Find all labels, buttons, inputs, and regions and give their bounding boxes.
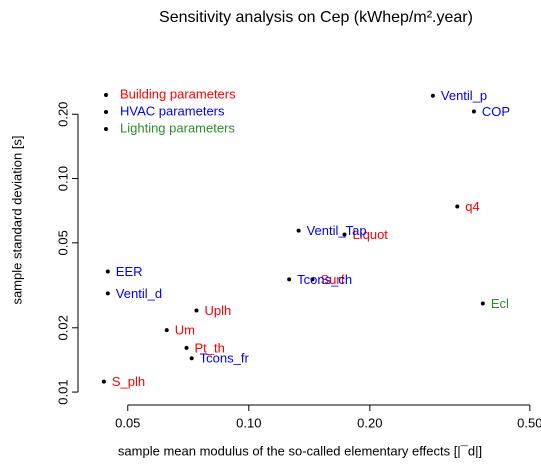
- point: [310, 277, 315, 282]
- point: [287, 277, 292, 282]
- legend-label: Lighting parameters: [120, 120, 235, 135]
- y-tick-label: 0.05: [55, 230, 70, 255]
- point-label: Um: [175, 323, 195, 338]
- point-label: Liquot: [353, 227, 389, 242]
- point: [471, 109, 476, 114]
- point: [105, 269, 110, 274]
- point-label: Pt_th: [195, 340, 225, 355]
- point-label: Uplh: [204, 303, 231, 318]
- point-label: q4: [465, 199, 479, 214]
- point: [189, 356, 194, 361]
- y-tick-label: 0.20: [55, 102, 70, 127]
- legend-marker: [104, 110, 108, 114]
- point: [296, 228, 301, 233]
- point-label: Ventil_d: [116, 286, 162, 301]
- y-tick-label: 0.01: [55, 379, 70, 404]
- legend-marker: [104, 127, 108, 131]
- x-axis-label: sample mean modulus of the so-called ele…: [118, 443, 482, 458]
- point: [194, 308, 199, 313]
- point: [455, 204, 460, 209]
- point: [480, 301, 485, 306]
- point: [101, 379, 106, 384]
- legend-label: HVAC parameters: [120, 103, 225, 118]
- x-tick-label: 0.50: [517, 415, 541, 430]
- point: [342, 232, 347, 237]
- point-label: COP: [482, 104, 510, 119]
- point-label: S_plh: [112, 374, 145, 389]
- y-tick-label: 0.02: [55, 315, 70, 340]
- y-axis-label: sample standard deviation [s]: [9, 135, 24, 304]
- point-label: Ventil_p: [441, 88, 487, 103]
- point: [430, 93, 435, 98]
- legend-label: Building parameters: [120, 86, 236, 101]
- point: [184, 345, 189, 350]
- point-label: EER: [116, 264, 143, 279]
- chart-title: Sensitivity analysis on Cep (kWhep/m².ye…: [159, 9, 473, 26]
- point: [105, 291, 110, 296]
- point-label: Tcons_fr: [200, 351, 250, 366]
- point-label: Surf: [320, 272, 344, 287]
- point: [164, 328, 169, 333]
- x-tick-label: 0.05: [115, 415, 140, 430]
- point-label: Tcons_ch: [297, 272, 352, 287]
- point-label: Ventil_Tap: [307, 223, 367, 238]
- point-label: Ecl: [491, 296, 509, 311]
- x-tick-label: 0.20: [357, 415, 382, 430]
- x-tick-label: 0.10: [236, 415, 261, 430]
- legend-marker: [104, 93, 108, 97]
- y-tick-label: 0.10: [55, 166, 70, 191]
